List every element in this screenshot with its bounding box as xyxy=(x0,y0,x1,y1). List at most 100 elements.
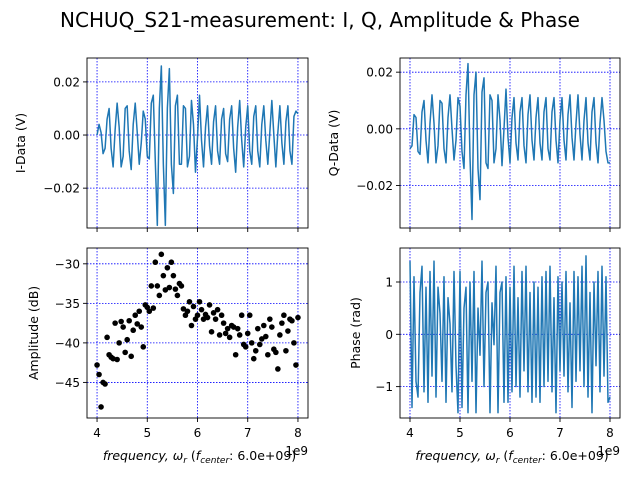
data-point xyxy=(269,324,275,330)
x-tick-label: 6 xyxy=(194,426,202,440)
data-point xyxy=(208,329,215,335)
data-point xyxy=(289,317,295,324)
y-axis-label: Phase (rad) xyxy=(348,297,363,369)
data-point xyxy=(156,292,163,299)
data-point xyxy=(194,312,201,319)
data-point xyxy=(273,349,279,356)
y-tick-label: 0 xyxy=(385,328,393,342)
y-tick-label: −45 xyxy=(55,376,80,390)
data-point xyxy=(178,283,185,289)
data-point xyxy=(248,340,255,346)
data-point xyxy=(96,371,102,378)
data-point xyxy=(146,308,153,315)
y-tick-label: −35 xyxy=(55,297,80,311)
data-point xyxy=(130,327,137,334)
series-line xyxy=(409,62,610,221)
x-offset-text: 1e9 xyxy=(285,444,308,458)
data-point xyxy=(184,308,191,315)
x-offset-text: 1e9 xyxy=(597,444,620,458)
x-axis-label: frequency, ωr (fcenter: 6.0e+09) xyxy=(415,448,608,466)
data-point xyxy=(198,306,205,313)
data-point xyxy=(224,325,231,332)
data-point xyxy=(136,308,143,315)
subplot-phase: 4 5 6 7 8 −1 0 1 Phase (rad) frequency, ωr (fcent… xyxy=(348,247,621,466)
data-point xyxy=(261,322,267,329)
data-point xyxy=(102,381,108,387)
x-tick-label: 8 xyxy=(606,426,614,440)
data-point xyxy=(158,251,165,258)
data-point xyxy=(170,272,177,279)
data-point xyxy=(188,322,195,329)
data-point xyxy=(120,324,126,330)
data-point xyxy=(254,325,261,332)
data-point xyxy=(242,344,249,350)
data-point xyxy=(154,283,161,289)
data-point xyxy=(150,305,157,311)
data-point xyxy=(252,347,259,354)
data-point xyxy=(132,312,139,319)
data-point xyxy=(174,292,181,299)
data-point xyxy=(293,362,299,368)
x-tick-label: 7 xyxy=(556,426,564,440)
data-point xyxy=(216,332,223,338)
series-line xyxy=(96,65,299,227)
data-point xyxy=(250,355,257,362)
data-point xyxy=(196,298,203,305)
data-point xyxy=(152,259,159,266)
data-point xyxy=(232,351,239,358)
series-line xyxy=(409,255,611,414)
y-tick-label: −0.02 xyxy=(43,182,80,196)
y-tick-label: 0.00 xyxy=(366,122,393,136)
y-tick-label: 1 xyxy=(385,276,393,290)
y-tick-label: −0.02 xyxy=(356,179,393,193)
data-point xyxy=(238,312,245,319)
data-point xyxy=(128,353,134,360)
data-point xyxy=(277,332,283,338)
data-point xyxy=(246,312,253,319)
data-point xyxy=(279,320,285,326)
data-point xyxy=(234,325,241,332)
data-point xyxy=(218,312,225,319)
x-tick-label: 6 xyxy=(506,426,514,440)
data-point xyxy=(236,332,243,338)
y-axis-label: Q-Data (V) xyxy=(326,110,341,177)
data-point xyxy=(283,347,289,354)
data-point xyxy=(124,336,130,343)
data-point xyxy=(138,324,145,330)
data-point xyxy=(265,351,271,358)
data-point xyxy=(94,362,100,368)
data-point xyxy=(295,314,301,321)
data-point xyxy=(190,303,197,310)
data-point xyxy=(214,306,221,313)
x-axis-label: frequency, ωr (fcenter: 6.0e+09) xyxy=(103,448,296,466)
data-point xyxy=(226,334,233,341)
data-point xyxy=(140,344,147,350)
subplot-q: −0.02 0.00 0.02 Q-Data (V) xyxy=(326,57,621,232)
data-point xyxy=(164,264,171,271)
data-point xyxy=(118,318,124,325)
x-tick-label: 4 xyxy=(406,426,414,440)
x-tick-label: 4 xyxy=(93,426,101,440)
data-point xyxy=(204,314,211,321)
x-tick-label: 8 xyxy=(294,426,302,440)
y-tick-label: −1 xyxy=(375,380,393,394)
data-point xyxy=(166,284,173,291)
y-axis-label: I-Data (V) xyxy=(13,113,28,173)
data-point xyxy=(116,340,122,346)
data-point xyxy=(168,259,175,266)
y-axis-label: Amplitude (dB) xyxy=(26,286,41,380)
data-point xyxy=(104,334,110,341)
data-point xyxy=(210,310,217,316)
data-point xyxy=(220,320,227,326)
data-point xyxy=(285,328,291,334)
data-point xyxy=(134,321,141,327)
data-point xyxy=(244,330,251,337)
y-tick-label: 0.02 xyxy=(366,66,393,80)
x-tick-label: 5 xyxy=(456,426,464,440)
data-point xyxy=(275,366,281,372)
data-point xyxy=(212,316,219,322)
y-tick-label: −40 xyxy=(55,336,80,350)
figure-title: NCHUQ_S21-measurement: I, Q, Amplitude &… xyxy=(60,8,580,32)
y-tick-label: 0.00 xyxy=(53,129,80,143)
